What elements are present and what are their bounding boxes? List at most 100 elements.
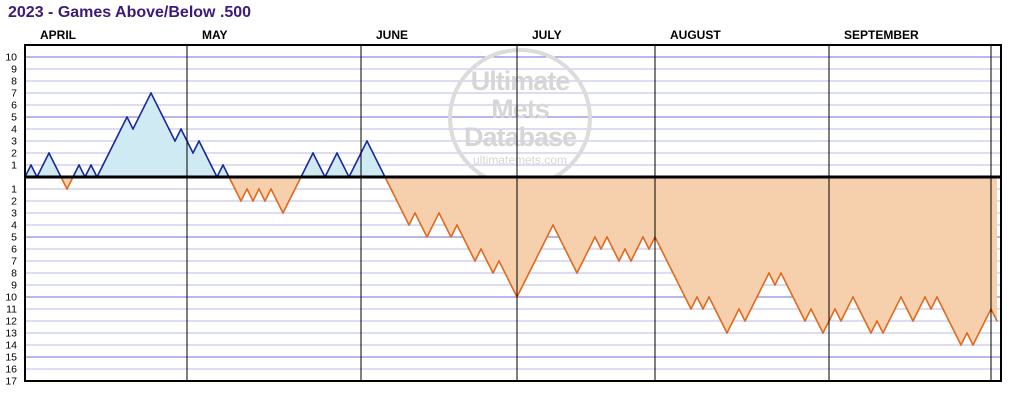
y-tick-label: 15 xyxy=(5,352,17,364)
series-segment xyxy=(954,332,962,346)
series-segment xyxy=(702,296,710,310)
series-segment xyxy=(552,224,560,238)
series-segment xyxy=(246,188,254,202)
month-label-april: APRIL xyxy=(40,28,76,42)
series-segment xyxy=(858,308,866,322)
series-segment xyxy=(708,296,716,310)
series-segment xyxy=(108,140,116,154)
series-segment xyxy=(684,296,692,310)
series-segment xyxy=(558,236,566,250)
series-segment xyxy=(660,248,668,262)
series-segment xyxy=(816,320,824,334)
series-segment xyxy=(354,152,362,166)
series-segment xyxy=(342,164,350,178)
series-segment xyxy=(522,272,530,286)
y-tick-label: 4 xyxy=(11,220,17,232)
series-segment xyxy=(174,128,182,142)
series-segment xyxy=(336,152,344,166)
series-segment xyxy=(474,248,482,262)
series-segment xyxy=(264,188,272,202)
series-segment xyxy=(270,188,278,202)
series-segment xyxy=(138,104,146,118)
series-segment xyxy=(864,320,872,334)
month-labels: APRIL MAY JUNE JULY AUGUST SEPTEMBER xyxy=(40,28,919,42)
series-segment xyxy=(258,188,266,202)
series-segment xyxy=(96,164,104,178)
series-segment xyxy=(594,236,602,250)
series-segment xyxy=(972,332,980,346)
series-segment xyxy=(762,272,770,286)
series-segment xyxy=(642,236,650,250)
series-segment xyxy=(438,212,446,226)
y-tick-label: 14 xyxy=(5,340,17,352)
watermark-text: Ultimate xyxy=(471,66,571,96)
series-segment xyxy=(102,152,110,166)
watermark-text: Mets xyxy=(491,94,549,124)
series-segment xyxy=(756,284,764,298)
watermark-subtext: ultimatemets.com xyxy=(473,153,567,167)
series-segment xyxy=(804,308,812,322)
series-segment xyxy=(306,152,314,166)
series-segment xyxy=(504,272,512,286)
plot-frame xyxy=(24,44,1002,382)
month-label-may: MAY xyxy=(202,28,228,42)
series-segment xyxy=(90,164,98,178)
series-lines xyxy=(24,92,1001,346)
series-segment xyxy=(402,212,410,226)
series-segment xyxy=(216,164,224,178)
y-tick-label: 11 xyxy=(6,304,17,316)
series-segment xyxy=(780,272,788,286)
month-label-september: SEPTEMBER xyxy=(844,28,919,42)
y-tick-label: 7 xyxy=(11,88,17,100)
watermark-text: Database xyxy=(464,122,577,152)
series-segment xyxy=(192,140,200,154)
month-label-july: JULY xyxy=(532,28,562,42)
series-segment xyxy=(498,260,506,274)
series-segment xyxy=(924,296,932,310)
series-segment xyxy=(690,296,698,310)
y-tick-label: 5 xyxy=(11,112,17,124)
month-label-august: AUGUST xyxy=(670,28,721,42)
series-segment xyxy=(144,92,152,106)
series-segment xyxy=(906,308,914,322)
series-segment xyxy=(366,140,374,154)
series-segment xyxy=(636,236,644,250)
y-tick-label: 10 xyxy=(5,292,17,304)
series-segment xyxy=(234,188,242,202)
series-segment xyxy=(78,164,86,178)
series-segment xyxy=(990,308,998,322)
series-segment xyxy=(312,152,320,166)
series-segment xyxy=(720,320,728,334)
series-segment xyxy=(846,296,854,310)
series-segment xyxy=(564,248,572,262)
month-label-june: JUNE xyxy=(376,28,408,42)
series-segment xyxy=(540,236,548,250)
series-segment xyxy=(408,212,416,226)
y-tick-label: 4 xyxy=(11,124,17,136)
series-segment xyxy=(480,248,488,262)
series-segment xyxy=(510,284,518,298)
series-segment xyxy=(834,308,842,322)
series-segment xyxy=(132,116,140,130)
series-segment xyxy=(42,152,50,166)
chart-title: 2023 - Games Above/Below .500 xyxy=(8,4,252,21)
series-segment xyxy=(162,116,170,130)
series-segment xyxy=(912,308,920,322)
y-tick-label: 17 xyxy=(5,376,17,388)
series-segment xyxy=(330,152,338,166)
series-segment xyxy=(792,296,800,310)
series-segment xyxy=(324,164,332,178)
series-segment xyxy=(726,320,734,334)
series-segment xyxy=(936,296,944,310)
series-segment xyxy=(870,320,878,334)
series-segment xyxy=(714,308,722,322)
y-tick-label: 13 xyxy=(5,328,17,340)
series-segment xyxy=(840,308,848,322)
series-segment xyxy=(852,296,860,310)
series-segment xyxy=(696,296,704,310)
series-segment xyxy=(576,260,584,274)
series-segment xyxy=(210,164,218,178)
